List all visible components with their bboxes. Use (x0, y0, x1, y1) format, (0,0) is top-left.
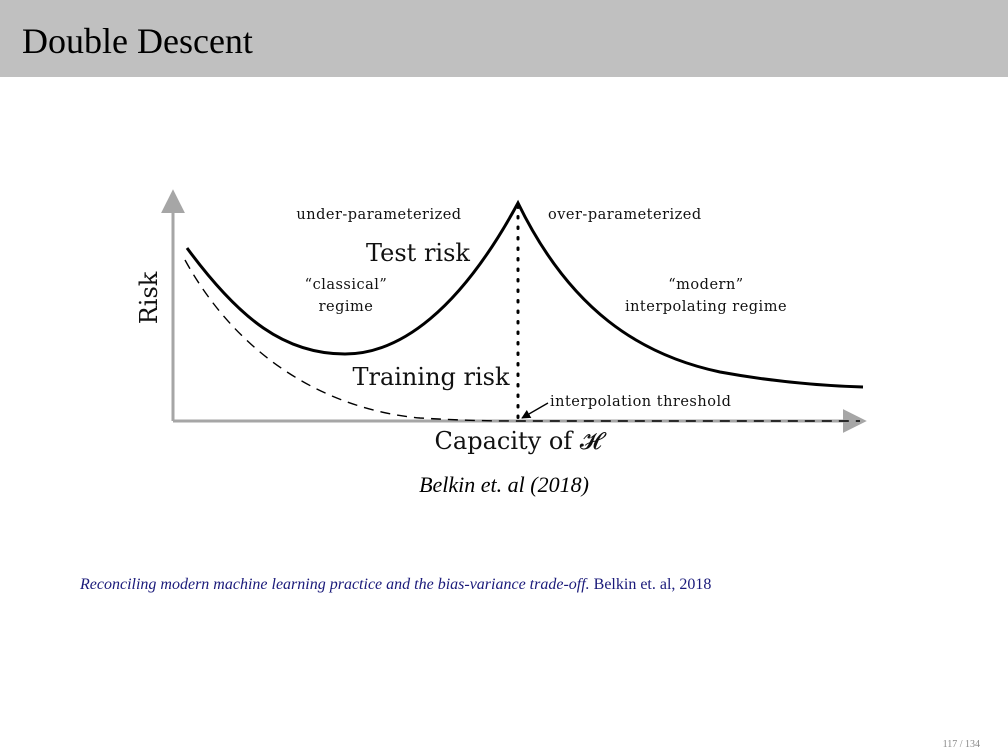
threshold-pointer-arrow (521, 402, 549, 419)
y-axis-label: Risk (135, 271, 163, 324)
training-risk-label: Training risk (352, 363, 510, 391)
x-axis-label: Capacity of 𝓗 (435, 427, 607, 455)
test-risk-label: Test risk (366, 239, 470, 267)
right-region-title: over-parameterized (548, 207, 702, 223)
test-risk-curve (185, 199, 864, 389)
page-number: 117 / 134 (942, 739, 980, 750)
right-regime-label-line1: “modern” (668, 277, 743, 293)
training-risk-curve (184, 259, 860, 422)
left-regime-label-line2: regime (319, 299, 374, 315)
reference-title[interactable]: Reconciling modern machine learning prac… (80, 576, 590, 593)
figure-caption: Belkin et. al (2018) (419, 472, 589, 497)
reference-citation: Reconciling modern machine learning prac… (80, 576, 711, 594)
right-regime-label-line2: interpolating regime (625, 299, 787, 315)
left-regime-label-line1: “classical” (305, 277, 388, 293)
reference-authors: Belkin et. al, 2018 (593, 576, 712, 593)
slide-header-bar: Double Descent (0, 0, 1008, 77)
interpolation-threshold-label: interpolation threshold (550, 394, 731, 410)
left-region-title: under-parameterized (296, 207, 461, 223)
slide-title: Double Descent (22, 21, 253, 61)
